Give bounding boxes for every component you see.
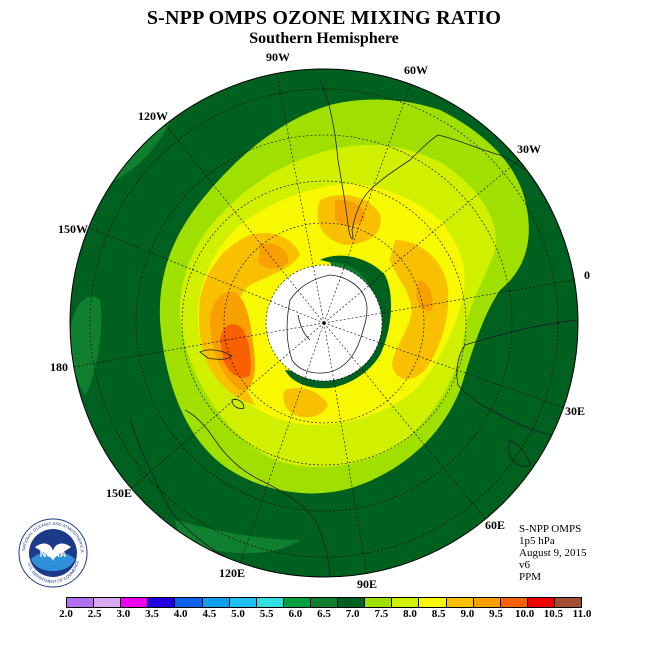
new-zealand-coastline xyxy=(199,349,245,409)
colorbar-tick-label: 11.0 xyxy=(572,608,592,620)
colorbar-tick-label: 9.0 xyxy=(460,608,475,620)
info-block: S-NPP OMPS 1p5 hPa August 9, 2015 v6 PPM xyxy=(519,523,587,583)
lon-label-150e: 150E xyxy=(106,486,133,500)
colorbar-tick-label: 6.5 xyxy=(317,608,331,620)
map-title: S-NPP OMPS OZONE MIXING RATIO xyxy=(146,7,502,29)
colorbar-tick-label: 2.5 xyxy=(87,608,102,620)
lon-label-180: 180 xyxy=(50,360,68,374)
ozone-band-8.5-9.0 xyxy=(390,240,449,380)
south-pole-marker xyxy=(322,321,326,325)
ozone-band-9.0-9.5 xyxy=(416,280,433,312)
coastlines xyxy=(129,79,578,577)
ozone-band-9.5-10.0 xyxy=(220,324,251,378)
colorbar-tick-label: 10.0 xyxy=(515,608,535,620)
colorbar-tick-label: 7.0 xyxy=(345,608,360,620)
antarctica-coastline xyxy=(286,274,368,374)
colorbar-swatch xyxy=(473,598,501,607)
info-instrument: S-NPP OMPS xyxy=(519,523,582,535)
ozone-band-6.0-6.5 xyxy=(70,296,102,395)
lon-label-30w: 30W xyxy=(517,142,541,156)
colorbar-swatch xyxy=(121,598,149,607)
colorbar-tick-label: 8.5 xyxy=(431,608,446,620)
colorbar-swatch xyxy=(67,598,95,607)
africa-coastline xyxy=(456,319,578,441)
map-subtitle: Southern Hemisphere xyxy=(249,30,399,47)
colorbar-swatch xyxy=(148,598,176,607)
colorbar-tick-label: 4.5 xyxy=(202,608,217,620)
info-units: PPM xyxy=(519,571,542,583)
colorbar-tick-label: 5.5 xyxy=(259,608,274,620)
colorbar-tick-label: 5.0 xyxy=(231,608,245,620)
colorbar-swatch xyxy=(500,598,528,607)
colorbar-swatch xyxy=(338,598,366,607)
madagascar-coastline xyxy=(507,439,531,467)
colorbar-swatch xyxy=(175,598,203,607)
colorbar-swatch xyxy=(94,598,122,607)
colorbar-swatch xyxy=(229,598,257,607)
lon-label-150w: 150W xyxy=(58,222,88,236)
logo-text: NOAA xyxy=(40,549,67,559)
colorbar-tick-label: 4.0 xyxy=(173,608,188,620)
colorbar-swatch xyxy=(527,598,555,607)
colorbar xyxy=(66,597,582,608)
colorbar-swatch xyxy=(554,598,582,607)
colorbar-tick-label: 8.0 xyxy=(403,608,417,620)
lon-label-0: 0 xyxy=(584,268,590,282)
colorbar-swatch xyxy=(283,598,311,607)
info-version: v6 xyxy=(519,559,530,571)
colorbar-tick-label: 9.5 xyxy=(489,608,503,620)
colorbar-swatch xyxy=(202,598,230,607)
colorbar-tick-label: 3.5 xyxy=(145,608,159,620)
lon-label-60w: 60W xyxy=(404,63,428,77)
lon-label-120e: 120E xyxy=(219,566,246,580)
colorbar-swatch xyxy=(392,598,420,607)
colorbar-tick-label: 6.0 xyxy=(288,608,303,620)
lon-label-90e: 90E xyxy=(357,577,378,591)
colorbar-tick-label: 3.0 xyxy=(116,608,131,620)
lon-label-30e: 30E xyxy=(565,404,586,418)
ozone-band-9.0-9.5 xyxy=(335,199,365,226)
meridians xyxy=(70,69,578,577)
lon-label-120w: 120W xyxy=(138,109,168,123)
colorbar-swatch xyxy=(419,598,447,607)
latitude-circles xyxy=(89,88,559,558)
lon-label-90w: 90W xyxy=(266,50,290,64)
info-date: August 9, 2015 xyxy=(519,547,587,559)
colorbar-swatch xyxy=(365,598,393,607)
colorbar-tick-label: 7.5 xyxy=(374,608,389,620)
noaa-logo: NOAA NATIONAL OCEANIC AND ATMOSPHERIC AD… xyxy=(17,517,88,588)
map-border xyxy=(69,68,579,578)
colorbar-swatch xyxy=(310,598,339,607)
australia-coastline xyxy=(129,409,331,577)
ozone-band-8.5-9.0 xyxy=(283,388,328,418)
colorbar-swatch xyxy=(256,598,284,607)
colorbar-tick-label: 2.0 xyxy=(59,608,73,620)
info-level: 1p5 hPa xyxy=(519,535,555,547)
colorbar-ticks: 2.0 2.5 3.0 3.5 4.0 4.5 5.0 5.5 6.0 6.5 7.0 7.5 8.0 8… xyxy=(0,608,648,624)
lon-label-60e: 60E xyxy=(485,518,506,532)
colorbar-swatch xyxy=(446,598,474,607)
colorbar-tick-label: 10.5 xyxy=(543,608,563,620)
